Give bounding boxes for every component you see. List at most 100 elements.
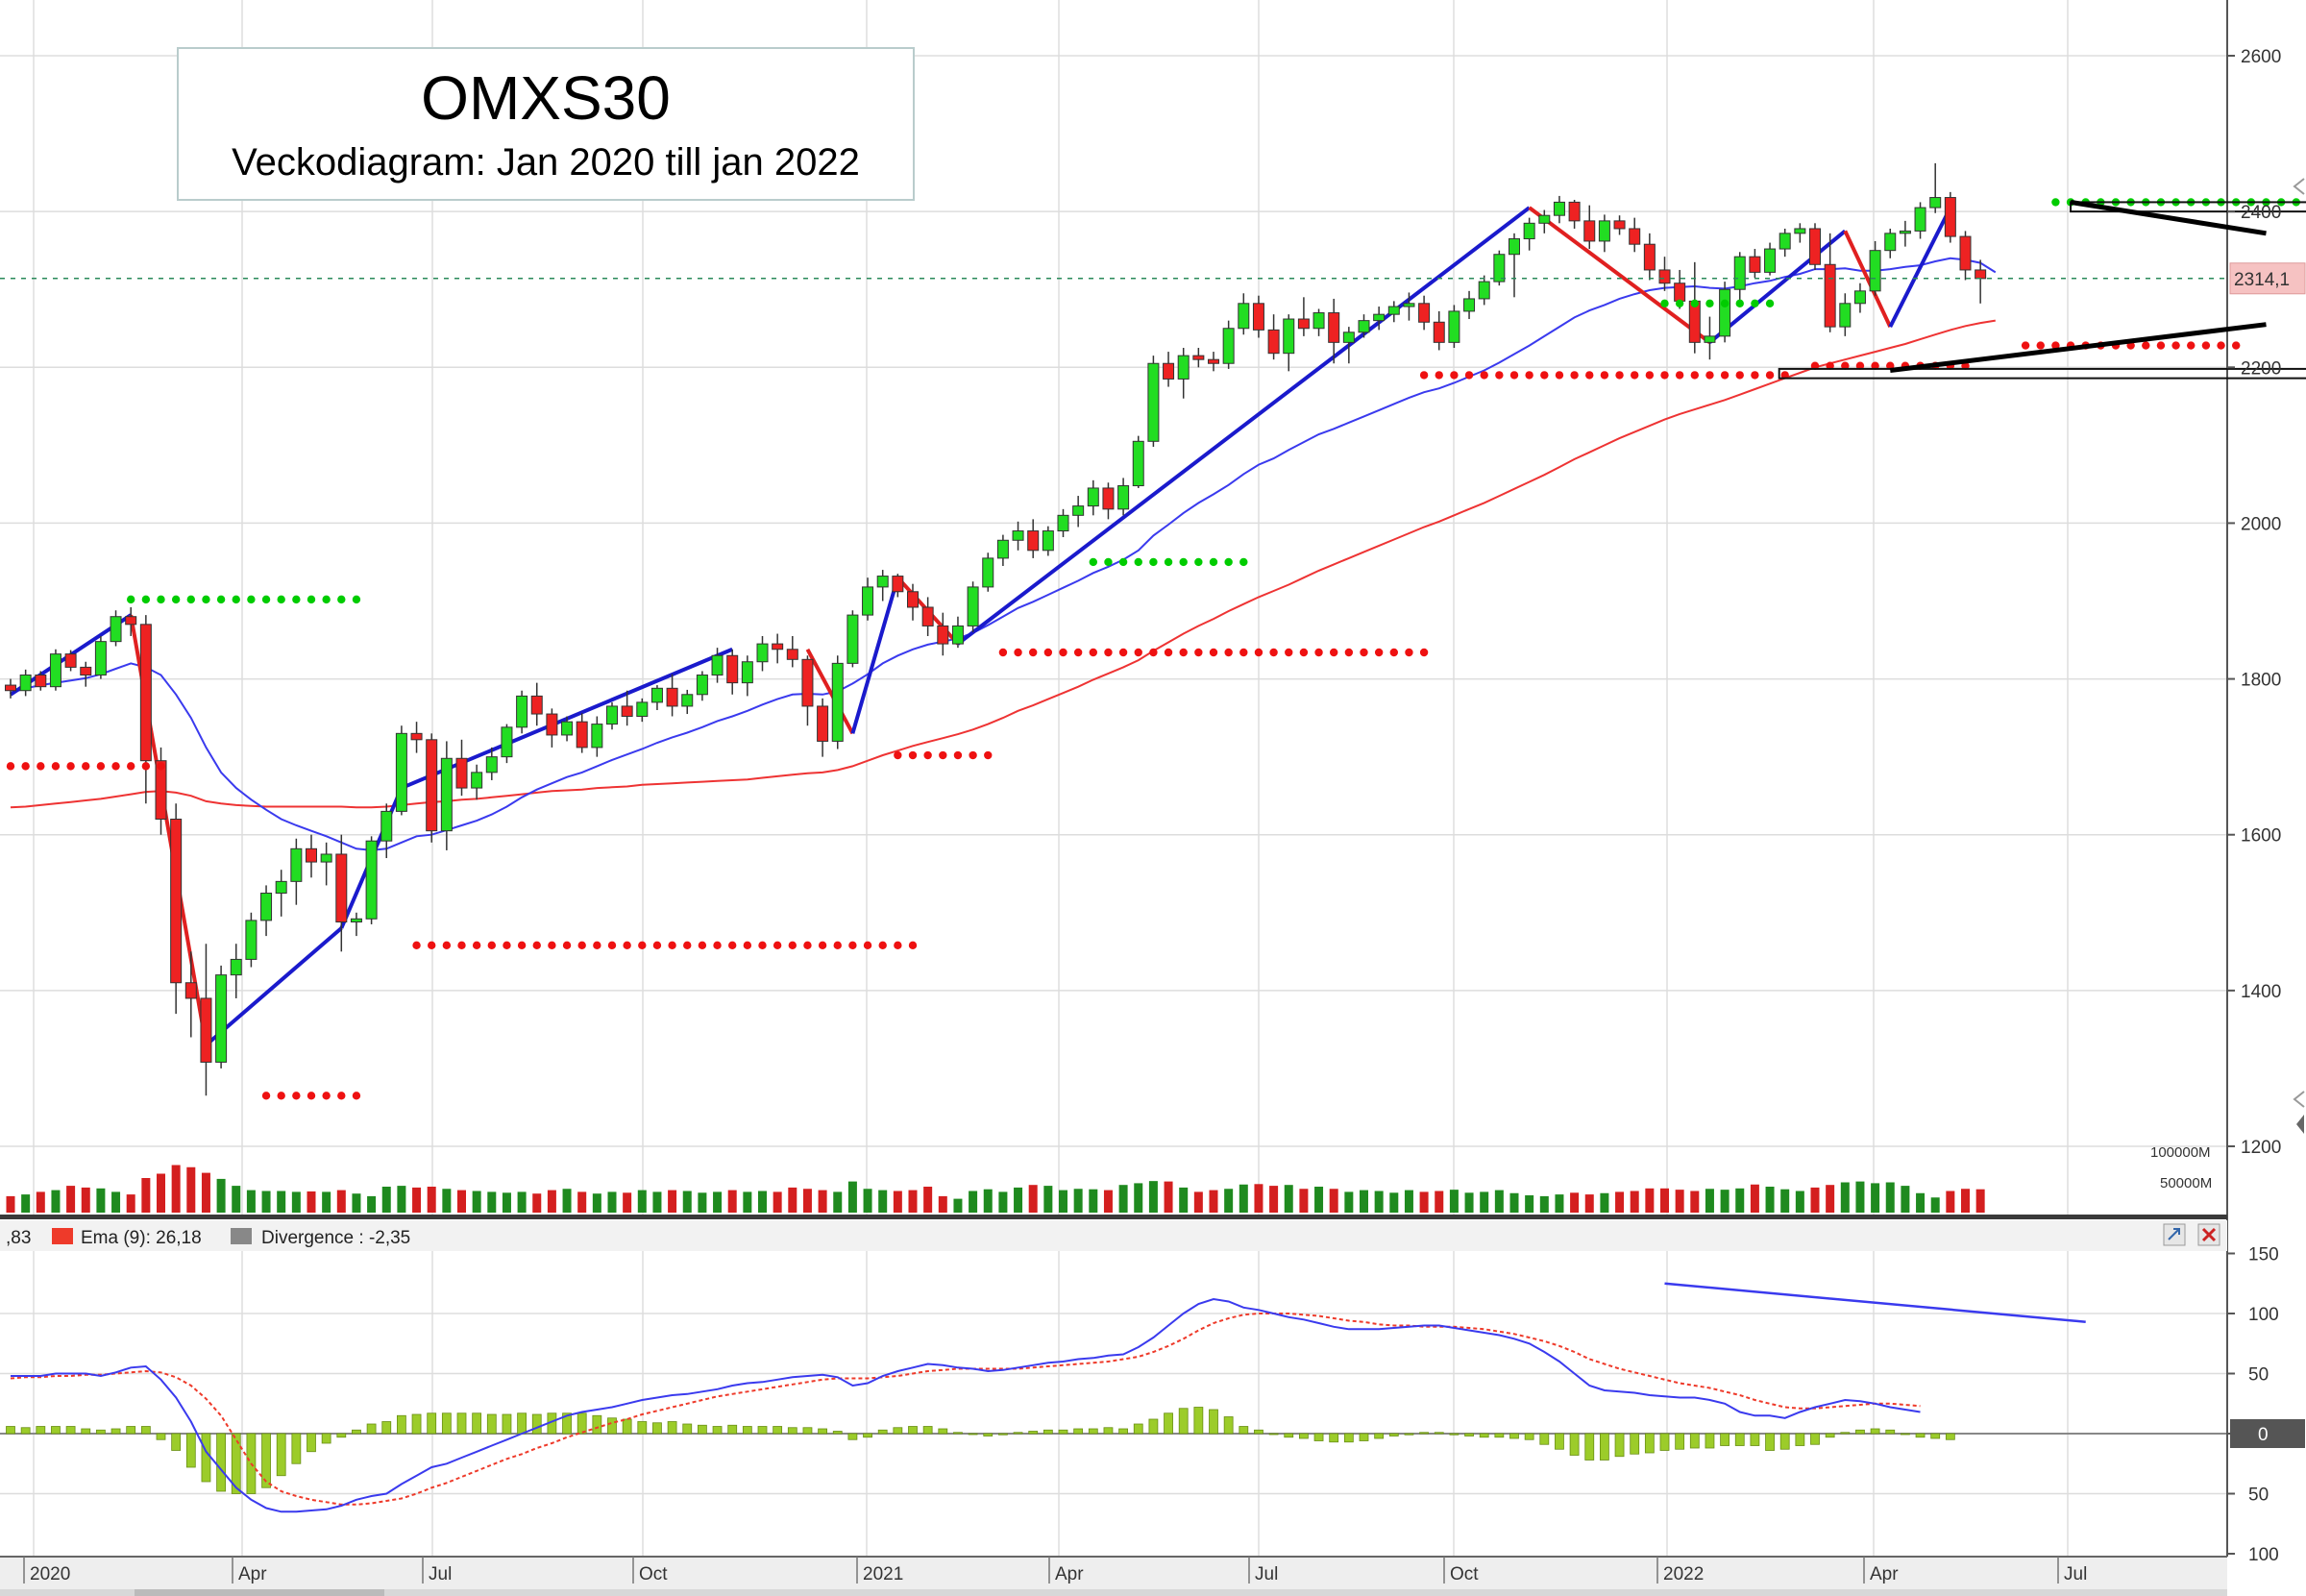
divergence-bar [1193,1407,1204,1435]
resistance-dot [157,595,165,604]
price-tick-label: 1600 [2241,826,2281,847]
candle-down [892,576,904,593]
support-dot [517,941,527,950]
support-dot [1164,648,1173,657]
resistance-dot [1118,557,1128,567]
volume-bar [1360,1190,1368,1213]
volume-bar [1916,1192,1926,1213]
candle-down [80,666,92,676]
support-dot [894,941,902,950]
resistance-dot [232,595,240,604]
divergence-bar [877,1429,888,1435]
resistance-dot [1194,557,1203,567]
price-tick-label: 2000 [2241,514,2281,534]
macd-layer [6,1282,2086,1513]
candle-up [1222,328,1235,364]
support-dot [2217,341,2225,350]
support-dot [1826,361,1834,370]
divergence-bar [1765,1433,1775,1451]
candle-down [801,658,814,707]
support-dot [1615,371,1624,380]
divergence-bar [396,1414,406,1435]
divergence-bar [773,1426,783,1435]
volume-bar [1615,1191,1625,1213]
support-dot [984,750,993,760]
support-dot [1374,648,1384,657]
support-dot [412,941,421,950]
pane-separator[interactable] [0,1215,2227,1219]
divergence-bar [607,1417,617,1435]
candle-down [1163,362,1175,380]
support-dot [1360,648,1368,657]
candle-up [1839,303,1852,328]
candle-up [471,772,483,789]
scroll-left-icon[interactable] [2293,178,2305,195]
scroll-left-icon-2[interactable] [2293,1091,2305,1108]
candle-down [546,713,558,736]
divergence-bar [802,1427,813,1435]
divergence-bar [968,1433,978,1436]
support-dot [1330,648,1338,657]
volume-bar [1975,1189,1985,1213]
volume-bar [1946,1191,1955,1213]
candle-up [1884,233,1897,252]
divergence-bar [486,1413,497,1435]
macd-tick-label: 150 [2248,1245,2279,1265]
volume-bar [96,1188,106,1213]
support-dot [1073,648,1083,657]
chart-title: OMXS30 [421,63,671,133]
volume-bar [1494,1190,1504,1213]
volume-bar [277,1191,286,1213]
divergence-bar [863,1433,872,1438]
resistance-dot [247,595,256,604]
volume-bar [502,1192,511,1213]
volume-bar [1600,1192,1609,1213]
scrollbar-thumb[interactable] [135,1589,384,1596]
support-dot [157,762,165,771]
candle-down [726,654,739,684]
divergence-bar [1419,1432,1429,1435]
divergence-bar [1359,1433,1369,1441]
zigzag-trend-line [205,926,343,1047]
time-tick-label: 2021 [863,1564,903,1584]
volume-bar [1930,1197,1940,1213]
candle-up [951,625,964,645]
resistance-dot [337,595,346,604]
divergence-bar [1779,1433,1790,1450]
volume-bar [336,1190,346,1213]
resistance-dot [1765,299,1775,308]
resistance-dot [127,595,135,604]
support-dot [773,941,782,950]
divergence-bar [562,1412,572,1435]
candle-up [1869,250,1881,292]
support-dot [953,750,963,760]
zigzag-trend-line [956,206,1531,646]
volume-bar [1344,1191,1354,1213]
volume-bar [307,1191,316,1213]
range-top-box [2070,201,2306,213]
support-dot [1224,648,1233,657]
candle-down [666,687,678,707]
volume-bar [246,1190,256,1213]
candle-up [395,732,407,812]
volume-bar [1539,1195,1549,1213]
horizontal-scrollbar[interactable] [0,1589,2227,1596]
support-dot [878,941,887,950]
volume-bar [51,1190,61,1213]
divergence-bar [110,1428,121,1435]
volume-bar [1826,1185,1835,1213]
support-dot [818,941,827,950]
support-dot [1344,648,1354,657]
divergence-bar [1479,1433,1489,1438]
pane-settings-icon[interactable] [2163,1223,2186,1246]
divergence-bar [1088,1428,1098,1435]
candle-down [1944,197,1956,237]
support-dot [2201,341,2211,350]
pane-close-icon[interactable] [2197,1223,2220,1246]
divergence-bar [1630,1433,1640,1455]
resistance-dot [261,595,271,604]
divergence-bar [592,1414,602,1435]
volume-bar [1705,1189,1714,1213]
scroll-down-icon[interactable] [2296,1115,2304,1134]
